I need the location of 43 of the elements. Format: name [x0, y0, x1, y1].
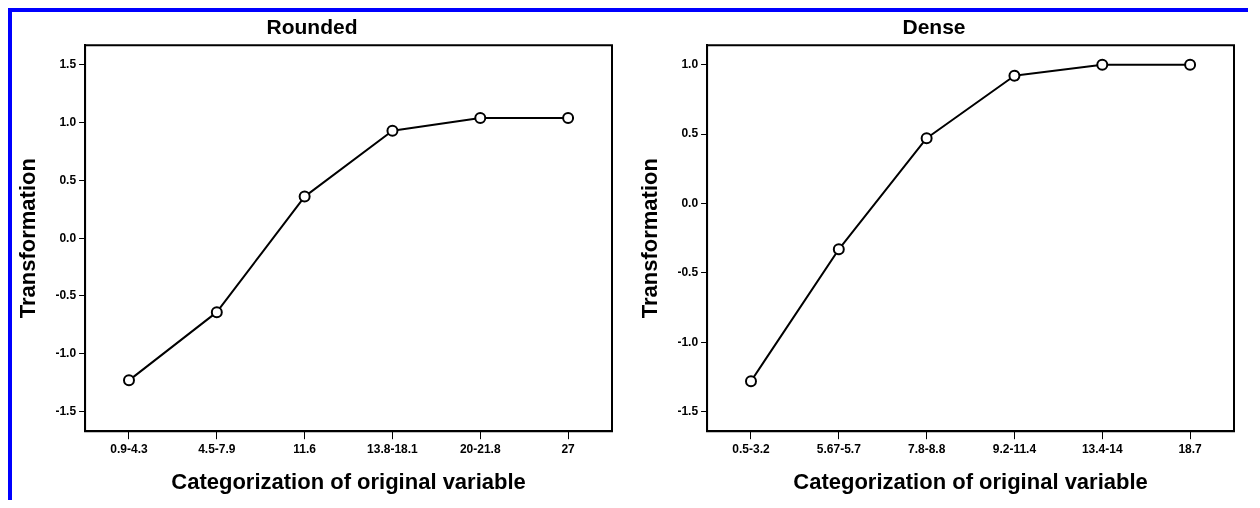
x-tick-label: 9.2-11.4	[992, 441, 1037, 456]
point	[386, 124, 399, 137]
y-tick-label: 0.5	[681, 126, 699, 141]
y-tick-label: -1.5	[55, 403, 77, 418]
y-tick-label: -0.5	[55, 288, 77, 303]
point	[920, 132, 933, 145]
x-tick-label: 13.4-14	[1081, 441, 1123, 456]
y-axis-title: Transformation	[637, 158, 663, 319]
x-tick-label: 7.8-8.8	[907, 441, 946, 456]
y-tick-label: 0.0	[59, 230, 77, 245]
point	[744, 375, 757, 388]
point	[474, 112, 487, 125]
point	[210, 306, 223, 319]
point	[1096, 58, 1109, 71]
y-tick-label: -1.0	[55, 346, 77, 361]
x-axis-title: Categorization of original variable	[793, 468, 1148, 494]
x-tick-label: 27	[561, 441, 576, 456]
x-tick-label: 5.67-5.7	[816, 441, 862, 456]
x-tick-label: 0.5-3.2	[732, 441, 770, 456]
y-axis-title: Transformation	[15, 158, 41, 319]
chart-title: Rounded	[266, 15, 358, 39]
point	[298, 190, 311, 203]
y-tick-label: 1.0	[59, 114, 77, 129]
chart-title: Dense	[902, 15, 966, 39]
y-tick-label: 0.5	[59, 172, 77, 187]
point	[562, 112, 575, 125]
y-tick-label: 1.0	[681, 56, 699, 71]
point	[832, 243, 845, 256]
y-tick-label: 0.0	[681, 195, 699, 210]
point	[1008, 69, 1021, 82]
x-tick-label: 0.9-4.3	[110, 441, 148, 456]
x-tick-label: 18.7	[1178, 441, 1203, 456]
y-tick-label: -1.5	[677, 404, 699, 419]
y-tick-label: -0.5	[677, 265, 699, 280]
x-axis-title: Categorization of original variable	[171, 468, 526, 494]
x-tick-label: 20-21.8	[459, 441, 501, 456]
y-tick-label: -1.0	[677, 334, 699, 349]
point	[1184, 58, 1197, 71]
x-tick-label: 11.6	[293, 441, 317, 456]
x-tick-label: 13.8-18.1	[367, 441, 419, 456]
x-tick-label: 4.5-7.9	[198, 441, 236, 456]
point	[122, 374, 135, 387]
y-tick-label: 1.5	[59, 57, 77, 72]
